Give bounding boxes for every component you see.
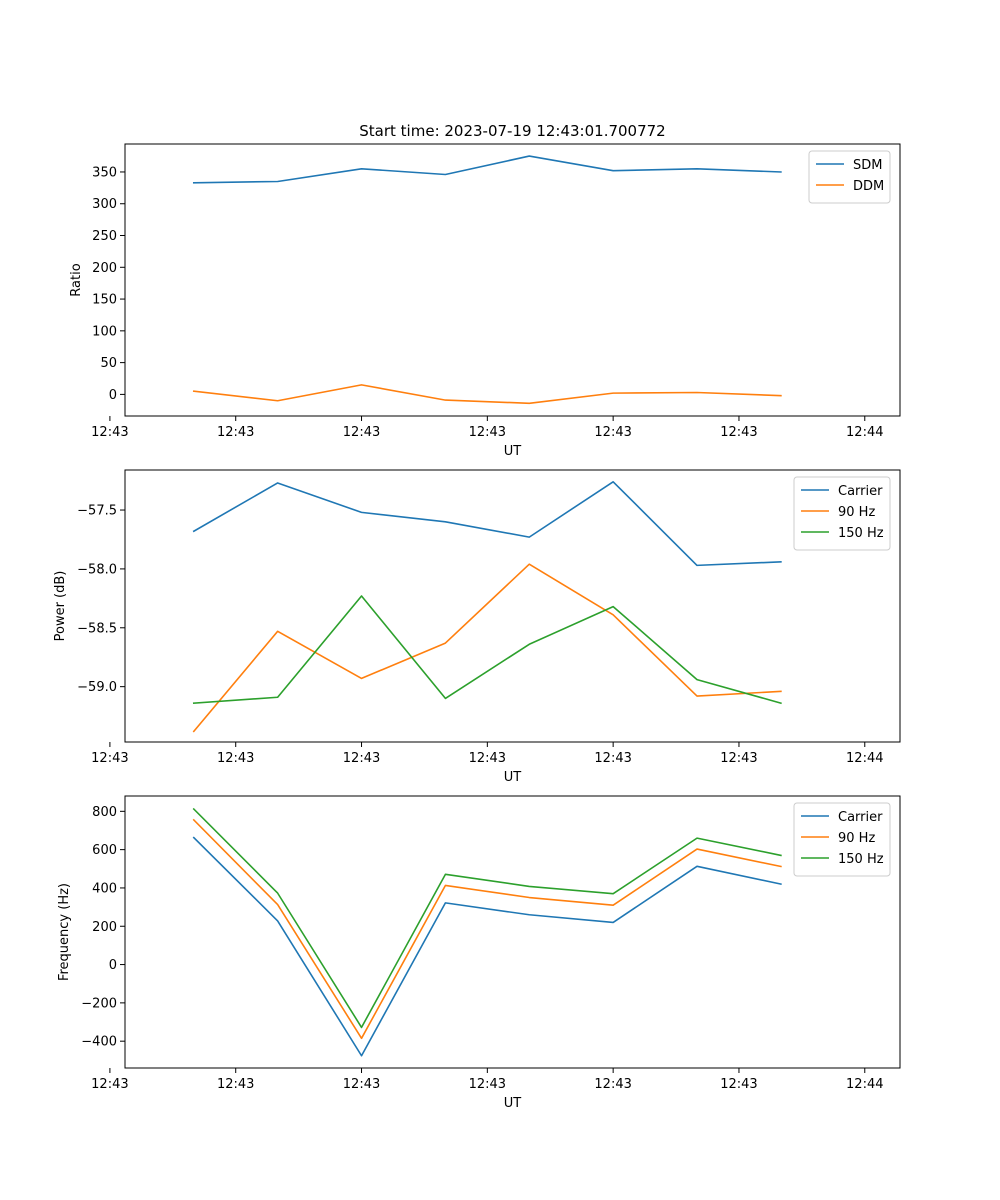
series-line-ddm (192, 384, 782, 405)
y-tick-label: 400 (92, 881, 117, 896)
legend-entry: 90 Hz (838, 505, 875, 520)
subplot-1: Start time: 2023-07-19 12:43:01.700772 12… (69, 122, 901, 459)
x-tick-label: 12:43 (720, 425, 757, 440)
legend: Carrier 90 Hz 150 Hz (793, 802, 891, 877)
y-tick-label: 0 (109, 958, 117, 973)
x-tick-label: 12:43 (469, 751, 506, 766)
x-tick-label: 12:43 (343, 425, 380, 440)
legend-entry: Carrier (838, 484, 883, 499)
x-tick-label: 12:43 (91, 751, 128, 766)
y-tick-label: 50 (100, 356, 117, 371)
x-tick-label: 12:43 (469, 1077, 506, 1092)
y-tick-label: −58.5 (77, 621, 117, 636)
x-tick-label: 12:43 (720, 751, 757, 766)
x-tick-label: 12:43 (91, 425, 128, 440)
x-tick-label: 12:43 (594, 751, 631, 766)
x-tick-label: 12:43 (594, 425, 631, 440)
plot-frame (124, 795, 901, 1069)
x-tick-label: 12:43 (343, 1077, 380, 1092)
x-tick-label: 12:43 (594, 1077, 631, 1092)
x-tick-label: 12:43 (469, 425, 506, 440)
y-tick-label: −58.0 (77, 562, 117, 577)
series-line-90-hz (192, 563, 782, 733)
x-tick-label: 12:43 (217, 751, 254, 766)
x-axis-label: UT (504, 1096, 522, 1111)
x-tick-label: 12:44 (846, 425, 883, 440)
legend-entry: DDM (853, 179, 884, 194)
plot-frame (124, 469, 901, 743)
y-tick-label: 300 (92, 197, 117, 212)
y-tick-label: −400 (81, 1035, 117, 1050)
legend-entry: 150 Hz (838, 526, 884, 541)
x-tick-label: 12:43 (217, 425, 254, 440)
x-tick-label: 12:43 (720, 1077, 757, 1092)
y-tick-label: 200 (92, 920, 117, 935)
subplot-3: 12:43 12:43 12:43 12:43 12:43 12:43 12:44 −400 −… (57, 795, 901, 1111)
series-line-90-hz (192, 818, 782, 1040)
x-axis-label: UT (504, 770, 522, 785)
y-tick-label: 200 (92, 261, 117, 276)
x-tick-label: 12:43 (217, 1077, 254, 1092)
y-tick-label: 150 (92, 293, 117, 308)
y-axis-label: Frequency (Hz) (57, 883, 72, 981)
legend: Carrier 90 Hz 150 Hz (793, 476, 891, 551)
series-line-sdm (192, 155, 782, 184)
y-axis-label: Power (dB) (53, 571, 68, 642)
y-tick-label: 350 (92, 165, 117, 180)
y-axis-label: Ratio (69, 263, 84, 296)
series-line-150-hz (192, 595, 782, 705)
y-tick-label: 100 (92, 324, 117, 339)
x-tick-label: 12:44 (846, 751, 883, 766)
x-tick-label: 12:43 (91, 1077, 128, 1092)
y-tick-label: −57.5 (77, 504, 117, 519)
series-line-carrier (192, 480, 782, 567)
y-tick-label: 0 (109, 388, 117, 403)
y-tick-label: 250 (92, 229, 117, 244)
y-tick-label: −59.0 (77, 680, 117, 695)
y-tick-label: 800 (92, 805, 117, 820)
subplot-2: 12:43 12:43 12:43 12:43 12:43 12:43 12:44 −59.0… (53, 469, 901, 785)
y-tick-label: −200 (81, 996, 117, 1011)
legend-entry: 90 Hz (838, 831, 875, 846)
legend-entry: SDM (853, 158, 882, 173)
legend-entry: 150 Hz (838, 852, 884, 867)
x-tick-label: 12:44 (846, 1077, 883, 1092)
chart-title: Start time: 2023-07-19 12:43:01.700772 (359, 122, 665, 140)
series-line-carrier (192, 836, 782, 1057)
legend-entry: Carrier (838, 810, 883, 825)
series-line-150-hz (192, 807, 782, 1029)
plot-frame (124, 143, 901, 417)
x-tick-label: 12:43 (343, 751, 380, 766)
x-axis-label: UT (504, 444, 522, 459)
legend: SDM DDM (808, 150, 891, 204)
y-tick-label: 600 (92, 843, 117, 858)
